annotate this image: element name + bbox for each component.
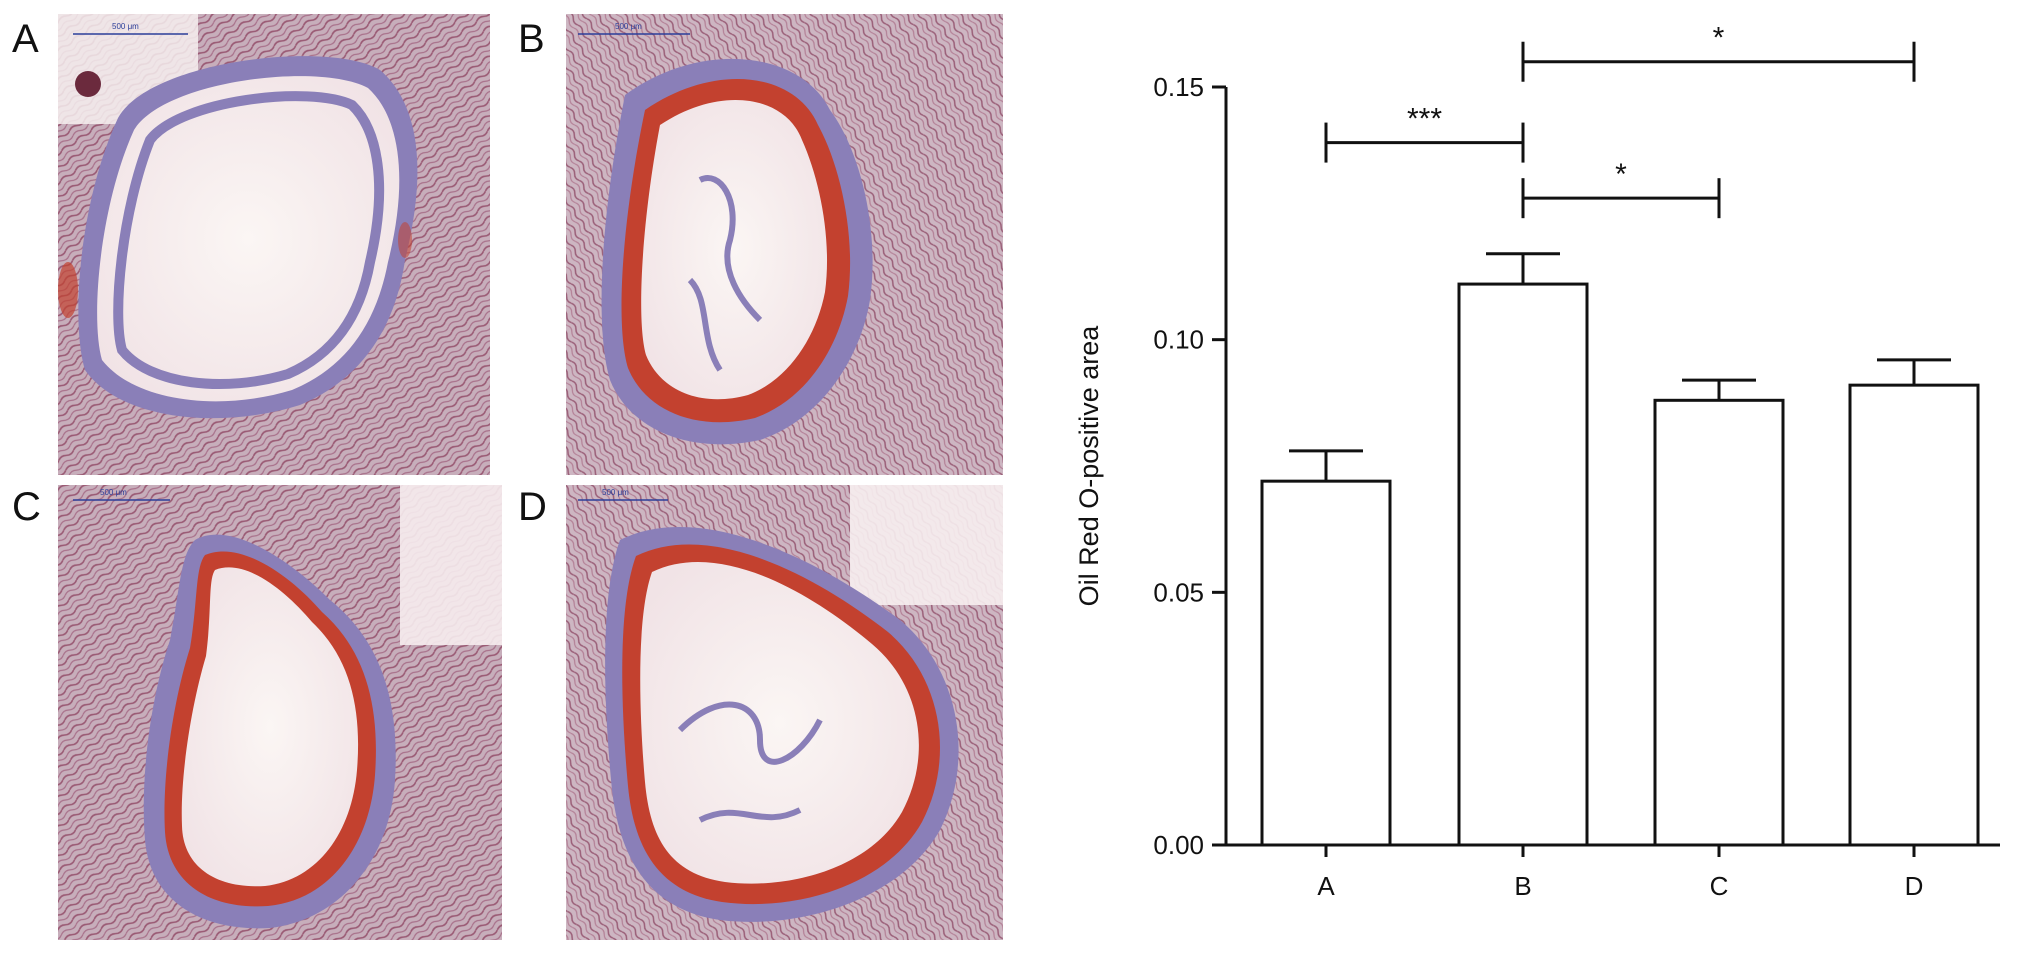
- sig-label: *: [1713, 22, 1725, 55]
- micrograph-panel-d: D 500 μm: [518, 485, 1003, 940]
- panel-letter: D: [518, 485, 547, 529]
- x-tick-label: C: [1710, 871, 1729, 901]
- y-axis-title: Oil Red O-positive area: [1074, 325, 1104, 607]
- significance-brackets: *****: [1324, 22, 1916, 219]
- intimal-flap: [687, 175, 763, 372]
- sig-label: *: [1615, 158, 1627, 191]
- scale-bar-label: 500 μm: [112, 22, 139, 31]
- y-tick-label: 0.05: [1153, 577, 1204, 607]
- y-tick-label: 0.00: [1153, 830, 1204, 860]
- inner-media: [113, 91, 385, 390]
- vessel-lumen: [97, 76, 400, 402]
- pale-region: [400, 485, 502, 645]
- scale-bar-label: 500 μm: [602, 488, 629, 497]
- scale-bar-label: 500 μm: [100, 488, 127, 497]
- tissue-fragment: [75, 71, 101, 97]
- scale-bar-label: 500 μm: [615, 22, 642, 31]
- bar-b: [1457, 282, 1589, 847]
- bar-d: [1848, 383, 1980, 847]
- panel-letter: A: [12, 17, 39, 61]
- vessel-lumen: [181, 567, 359, 887]
- bar-c: [1653, 398, 1785, 847]
- bars: [1260, 282, 1980, 847]
- x-tick-label: A: [1317, 871, 1335, 901]
- pale-region: [850, 485, 1003, 605]
- bar-a: [1260, 479, 1392, 847]
- intimal-flap: [677, 701, 823, 823]
- sig-label: ***: [1407, 103, 1442, 136]
- vessel-lumen: [641, 99, 828, 400]
- x-tick-label: B: [1514, 871, 1531, 901]
- error-bars: [1289, 252, 1951, 482]
- x-tick-label: D: [1905, 871, 1924, 901]
- x-axis: A B C D: [1226, 843, 2000, 901]
- y-tick-label: 0.10: [1153, 325, 1204, 355]
- panel-letter: C: [12, 485, 41, 529]
- y-axis: 0.00 0.05 0.10 0.15: [1153, 72, 1228, 860]
- lipid-stain: [398, 222, 412, 258]
- panel-letter: B: [518, 17, 545, 61]
- micrograph-panel-b: B 500 μm: [518, 14, 1003, 475]
- lipid-stain: [58, 262, 78, 318]
- micrograph-panel-a: A 500 μm: [12, 14, 490, 475]
- micrograph-panel-c: C 500 μm: [12, 485, 502, 940]
- y-tick-label: 0.15: [1153, 72, 1204, 102]
- vessel-lumen: [640, 561, 919, 884]
